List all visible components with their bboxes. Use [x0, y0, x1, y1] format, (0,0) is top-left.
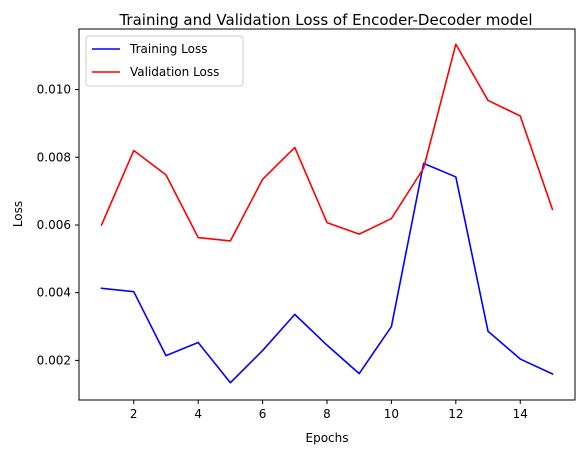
x-tick-label: 14 — [513, 407, 528, 421]
y-tick-label: 0.004 — [37, 286, 71, 300]
chart-title: Training and Validation Loss of Encoder-… — [118, 11, 532, 29]
x-axis-label: Epochs — [306, 431, 349, 445]
legend-label: Training Loss — [129, 42, 207, 56]
x-tick-label: 4 — [194, 407, 202, 421]
y-tick-label: 0.010 — [37, 83, 71, 97]
series-line-training-loss — [100, 162, 554, 384]
x-tick-label: 10 — [384, 407, 399, 421]
y-tick-label: 0.002 — [37, 353, 71, 367]
series-line-validation-loss — [100, 43, 554, 242]
legend: Training Loss Validation Loss — [85, 35, 244, 87]
x-tick-label: 2 — [130, 407, 138, 421]
x-tick-label: 8 — [323, 407, 331, 421]
x-tick-label: 12 — [448, 407, 463, 421]
legend-label: Validation Loss — [130, 65, 219, 79]
y-axis-label: Loss — [11, 201, 25, 227]
legend-box — [85, 35, 244, 87]
y-tick-label: 0.008 — [37, 150, 71, 164]
x-tick-label: 6 — [259, 407, 267, 421]
y-tick-label: 0.006 — [37, 218, 71, 232]
